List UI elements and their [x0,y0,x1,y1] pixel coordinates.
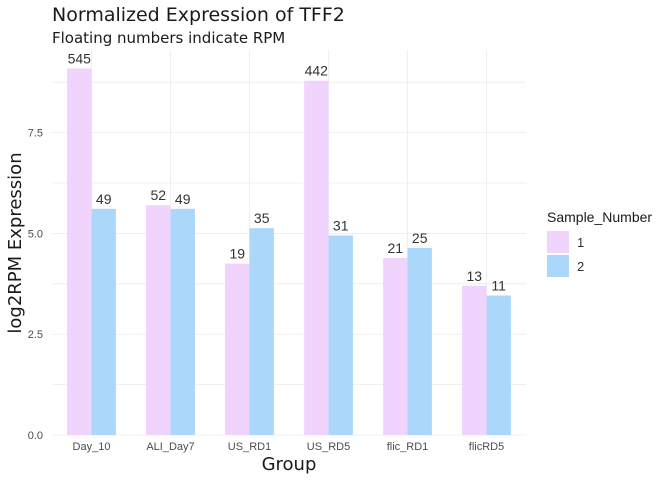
x-tick-label: US_RD5 [307,441,350,453]
legend-label-1: 1 [577,235,584,250]
bar-series-2 [249,228,274,435]
bar-labels: 545 52 19 442 21 13 49 49 35 31 25 11 [68,51,507,294]
bar-series-2 [328,235,353,435]
y-tick-label: 7.5 [28,128,43,140]
bar-series-1 [304,80,329,436]
bar-value-label: 11 [491,278,506,294]
legend-key-2 [547,255,569,277]
gridlines [52,50,526,436]
bar-series-1 [225,263,250,435]
legend: Sample_Number 1 2 [547,209,652,277]
x-tick-label: flic_RD1 [387,441,429,453]
y-tick-label: 0.0 [28,430,43,442]
bar-value-label: 35 [254,210,270,226]
bar-series-1 [462,285,487,435]
chart-subtitle: Floating numbers indicate RPM [52,29,285,47]
y-tick-label: 5.0 [28,228,43,240]
legend-title: Sample_Number [547,209,652,225]
bar-value-label: 49 [96,191,112,207]
x-tick-label: ALI_Day7 [146,441,194,453]
x-tick-label: US_RD1 [228,441,271,453]
bar-series-1 [67,68,92,436]
bar-series-1 [383,258,408,435]
y-tick-label: 2.5 [28,329,43,341]
bar-value-label: 31 [333,217,349,233]
bar-series-2 [486,295,511,435]
bar-series-2 [170,208,195,435]
y-axis-title: log2RPM Expression [5,152,26,333]
bar-series-2 [407,247,432,435]
legend-key-1 [547,231,569,253]
bar-value-label: 545 [68,51,92,67]
x-axis: Day_10 ALI_Day7 US_RD1 US_RD5 flic_RD1 flicRD… [73,441,505,453]
bar-value-label: 25 [412,230,428,246]
x-axis-title: Group [262,454,317,475]
x-tick-label: flicRD5 [469,441,504,453]
y-axis: 0.0 2.5 5.0 7.5 [28,128,43,442]
bar-value-label: 442 [305,63,329,79]
bar-series-2 [91,208,116,435]
bar-value-label: 19 [230,246,246,262]
bar-value-label: 13 [467,268,483,284]
bar-value-label: 21 [388,240,404,256]
bars [67,68,511,436]
bar-value-label: 49 [175,191,191,207]
bar-series-1 [146,205,171,435]
bar-value-label: 52 [151,187,167,203]
chart-title: Normalized Expression of TFF2 [52,4,345,26]
legend-label-2: 2 [577,259,584,274]
x-tick-label: Day_10 [73,441,111,453]
